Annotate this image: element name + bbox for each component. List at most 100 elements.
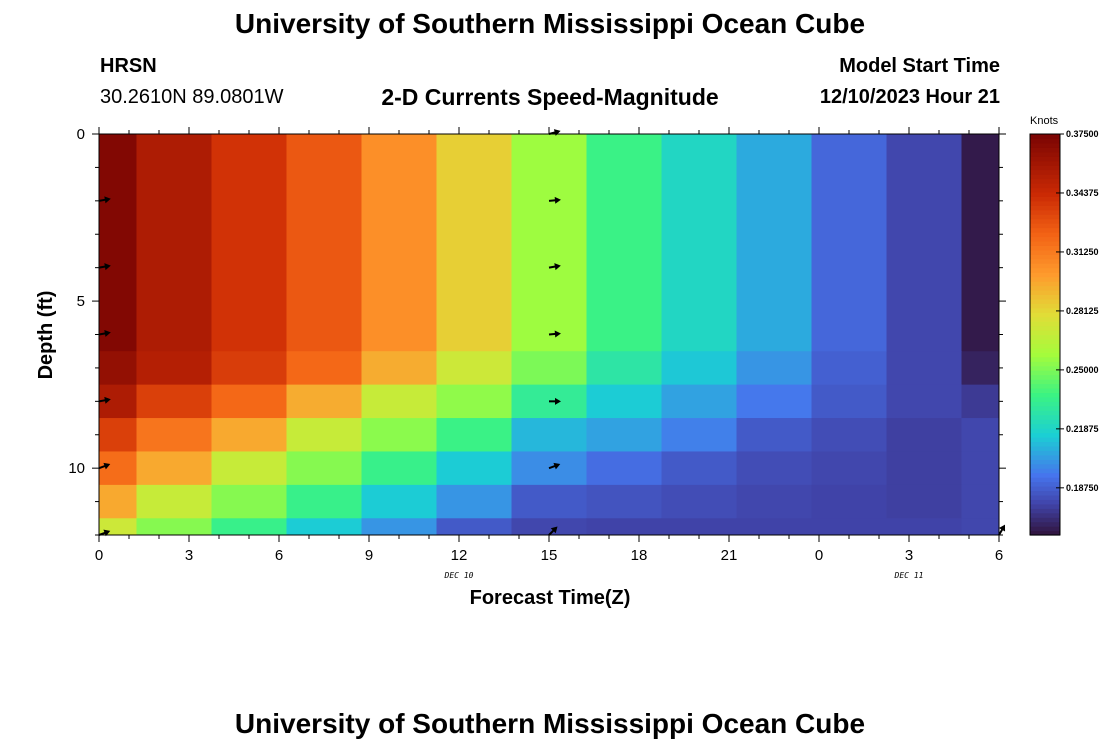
x-tick-label: 9 [365,547,373,564]
colorbar-segment [1030,459,1060,465]
colorbar-segment [1030,450,1060,456]
heatmap-cell [736,134,812,352]
x-tick-label: 3 [905,547,913,564]
colorbar-segment [1030,209,1060,215]
heatmap-cell [361,451,437,486]
colorbar-segment [1030,227,1060,233]
heatmap-cell [736,418,812,452]
heatmap-cell [361,351,437,386]
colorbar-segment [1030,494,1060,500]
colorbar-segment [1030,428,1060,434]
colorbar-segment [1030,156,1060,162]
heatmap-cell [736,484,812,519]
y-tick-label: 10 [68,460,85,477]
heatmap-cell [961,518,1000,536]
heatmap-cell [286,518,362,536]
heatmap-cell [211,484,287,519]
heatmap-cell [286,418,362,452]
heatmap-cell [961,484,1000,519]
current-vector-arrow [548,330,561,338]
heatmap-cell [99,451,137,486]
heatmap-cell [436,451,512,486]
heatmap-cell [961,418,1000,452]
heatmap-cell [136,134,212,352]
heatmap-cell [811,351,887,386]
colorbar-segment [1030,347,1060,353]
x-tick-label: 0 [95,547,103,564]
heatmap-cell [961,351,1000,386]
colorbar-segment [1030,517,1060,523]
heatmap-cell [586,418,662,452]
x-tick-label: 21 [721,547,738,564]
colorbar-segment [1030,196,1060,202]
colorbar-segment [1030,218,1060,224]
current-vector-arrow [998,524,1006,536]
colorbar-segment [1030,392,1060,398]
model-start-value: 12/10/2023 Hour 21 [819,86,1000,108]
colorbar-segment [1030,147,1060,153]
heatmap-cell [961,134,1000,352]
colorbar-segment [1030,316,1060,322]
station-coordinates: 30.2610N 89.0801W [100,86,284,108]
colorbar-segment [1030,191,1060,197]
heatmap-cell [361,484,437,519]
colorbar-segment [1030,343,1060,349]
heatmap-cell [361,518,437,536]
colorbar-segment [1030,432,1060,438]
colorbar-segment [1030,379,1060,385]
heatmap-cell [661,134,737,352]
heatmap-cell [211,418,287,452]
colorbar-segment [1030,281,1060,287]
heatmap-cell [886,418,962,452]
colorbar-segment [1030,267,1060,273]
colorbar-segment [1030,405,1060,411]
heatmap-cell [99,134,137,352]
heatmap-cell [286,134,362,352]
colorbar-segment [1030,138,1060,144]
heatmap-cell [736,351,812,386]
heatmap-cell [586,518,662,536]
colorbar-segment [1030,285,1060,291]
heatmap-cell [811,484,887,519]
colorbar-segment [1030,200,1060,206]
colorbar-segment [1030,223,1060,229]
model-start-label: Model Start Time [839,55,1000,77]
colorbar-segment [1030,338,1060,345]
heatmap-cell [511,518,587,536]
heatmap-cell [286,384,362,419]
y-tick-label: 0 [77,126,85,143]
current-vector-arrow [548,526,558,536]
heatmap-cell [511,484,587,519]
current-vector-arrow [98,396,111,404]
current-vector-arrow [98,263,111,271]
heatmap-cell [136,518,212,536]
current-vector-arrow [548,196,561,204]
colorbar-segment [1030,485,1060,492]
colorbar-segment [1030,526,1060,532]
colorbar-unit: Knots [1030,115,1059,127]
heatmap-cell [661,518,737,536]
heatmap-cell [286,351,362,386]
heatmap-cell [811,134,887,352]
heatmap-cell [886,351,962,386]
heatmap-cell [361,418,437,452]
heatmap-cell [286,484,362,519]
y-axis-title: Depth (ft) [35,291,57,380]
heatmap-cell [736,451,812,486]
heatmap-cell [586,351,662,386]
colorbar-segment [1030,499,1060,505]
colorbar-segment [1030,254,1060,260]
colorbar-segment [1030,151,1060,157]
heatmap-cell [511,418,587,452]
colorbar-segment [1030,383,1060,389]
date-label: DEC 11 [894,571,924,580]
colorbar-tick-label: 0.34375 [1066,188,1099,198]
colorbar-segment [1030,245,1060,251]
colorbar-segment [1030,352,1060,358]
heatmap-cell [136,418,212,452]
colorbar-segment [1030,178,1060,184]
current-vector-arrow [98,196,111,204]
colorbar-segment [1030,410,1060,416]
y-tick-label: 5 [77,293,85,310]
colorbar-segment [1030,240,1060,246]
